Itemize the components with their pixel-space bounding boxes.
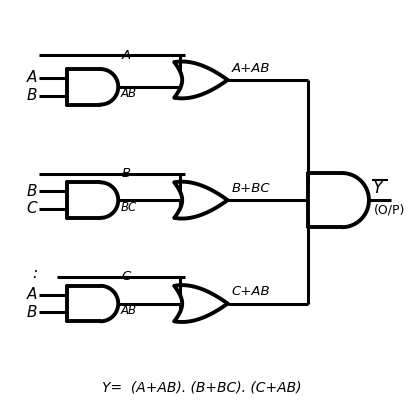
Text: Y: Y — [373, 179, 383, 197]
Text: B: B — [27, 184, 37, 199]
Text: C: C — [27, 201, 37, 216]
Text: A+AB: A+AB — [231, 62, 270, 74]
Text: AB: AB — [120, 87, 136, 100]
Text: A: A — [27, 287, 37, 302]
Text: C+AB: C+AB — [231, 285, 270, 298]
Text: A: A — [27, 70, 37, 85]
Text: (O/P): (O/P) — [374, 203, 405, 216]
Text: BC: BC — [120, 201, 136, 213]
Text: A: A — [122, 49, 131, 62]
Text: B: B — [27, 88, 37, 103]
Text: C: C — [121, 270, 131, 283]
Text: B: B — [122, 167, 131, 180]
Text: B: B — [27, 305, 37, 320]
Text: :: : — [32, 265, 37, 280]
Text: Y=  (A+AB). (B+BC). (C+AB): Y= (A+AB). (B+BC). (C+AB) — [102, 380, 302, 394]
Text: AB: AB — [120, 304, 136, 317]
Text: B+BC: B+BC — [231, 182, 270, 195]
